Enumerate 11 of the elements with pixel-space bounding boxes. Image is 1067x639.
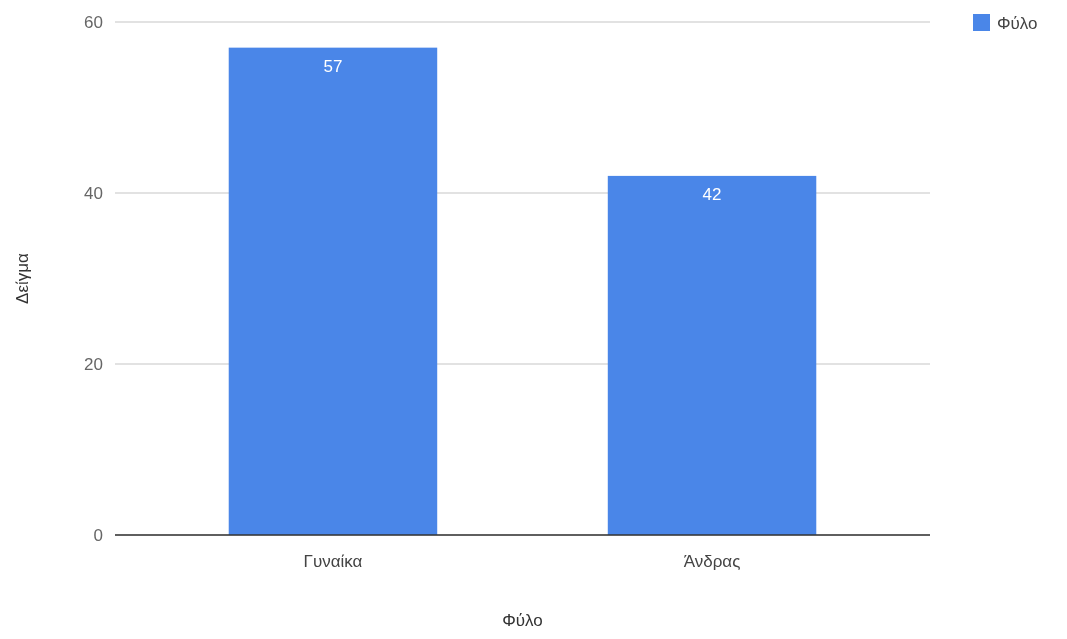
y-tick-label: 60 xyxy=(84,12,103,32)
data-label: 42 xyxy=(702,184,722,204)
x-tick-label: Άνδρας xyxy=(683,552,741,571)
data-label: 57 xyxy=(323,56,343,76)
y-axis-title: Δείγμα xyxy=(13,252,32,304)
y-tick-label: 20 xyxy=(84,354,103,374)
y-tick-label: 40 xyxy=(84,183,103,203)
x-axis-title: Φύλο xyxy=(502,611,543,630)
legend-label: Φύλο xyxy=(997,13,1038,33)
y-tick-label: 0 xyxy=(93,525,103,545)
x-tick-label: Γυναίκα xyxy=(303,552,363,571)
